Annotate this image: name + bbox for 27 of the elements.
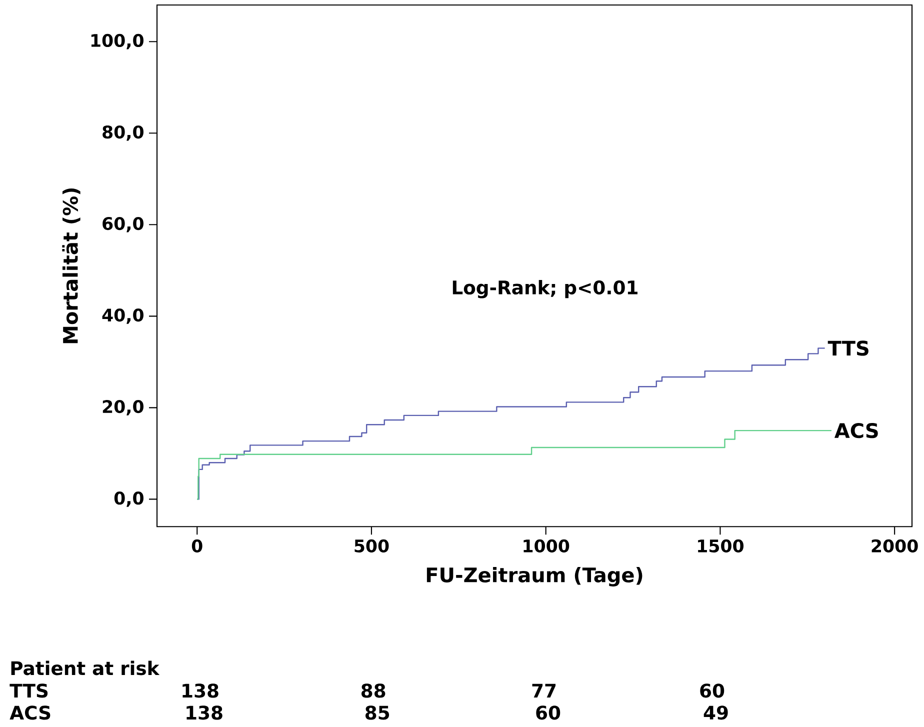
text: 77 [532, 684, 556, 698]
y-axis-title: Mortalität (%) [62, 188, 80, 344]
text: 85 [366, 706, 390, 720]
text: TTS [10, 684, 48, 698]
y-tick-label: 20,0 [102, 400, 144, 416]
x-tick-label: 0 [192, 539, 202, 552]
text: 138 [182, 684, 218, 698]
x-tick-label: 1000 [524, 539, 570, 552]
x-tick-label: 500 [354, 539, 389, 552]
series-label: ACS [834, 422, 878, 438]
y-tick-label: 80,0 [102, 125, 144, 141]
text: 88 [362, 684, 386, 698]
text: ACS [10, 706, 50, 720]
x-tick-label: 1500 [698, 539, 744, 552]
series-label: TTS [828, 340, 868, 356]
text: 60 [536, 706, 560, 720]
y-tick-label: 60,0 [102, 216, 144, 232]
x-axis-title: FU-Zeitraum (Tage) [426, 566, 642, 586]
text: 138 [186, 706, 222, 720]
x-tick-label: 2000 [872, 539, 918, 552]
y-tick-label: 0,0 [114, 492, 144, 507]
annotation: Log-Rank; p<0.01 [452, 280, 638, 298]
text: Patient at risk [11, 660, 160, 676]
text: 60 [700, 684, 724, 698]
y-tick-label: 40,0 [102, 308, 144, 324]
text: 49 [704, 706, 728, 720]
y-tick-label: 100,0 [91, 34, 144, 50]
